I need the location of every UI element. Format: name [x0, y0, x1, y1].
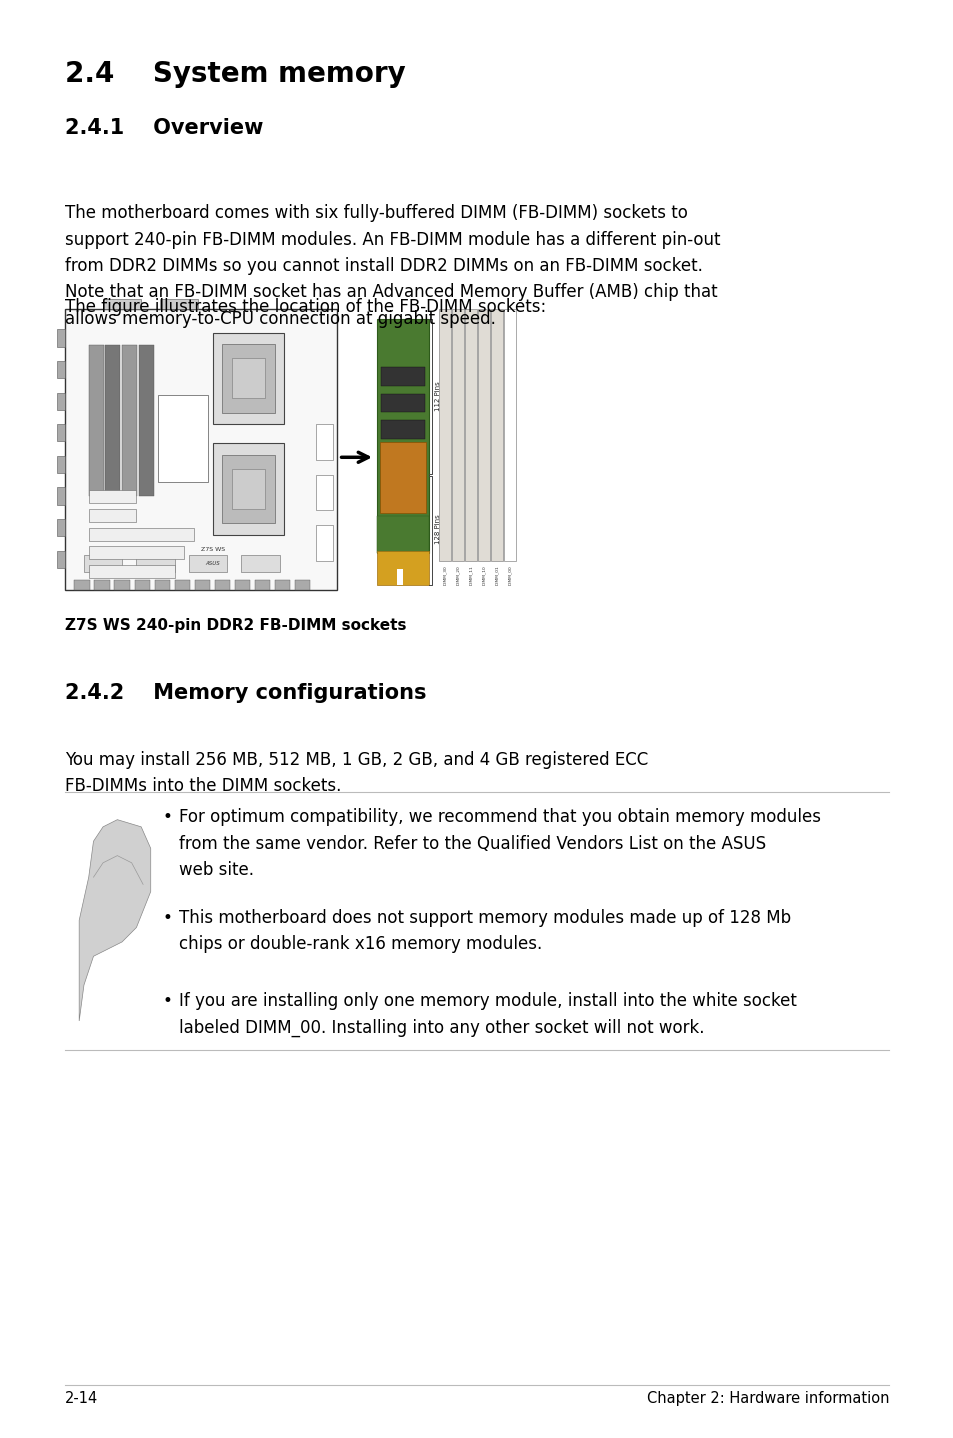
- Bar: [89, 490, 136, 503]
- Bar: [139, 345, 153, 496]
- Text: The motherboard comes with six fully-buffered DIMM (FB-DIMM) sockets to
support : The motherboard comes with six fully-buf…: [65, 204, 720, 328]
- Text: The figure illustrates the location of the FB-DIMM sockets:: The figure illustrates the location of t…: [65, 298, 545, 316]
- Text: DIMM_20: DIMM_20: [456, 565, 459, 585]
- Text: DIMM_11: DIMM_11: [469, 565, 473, 585]
- Bar: [136, 555, 174, 572]
- Text: DIMM_30: DIMM_30: [442, 565, 446, 585]
- Bar: [491, 309, 502, 561]
- Text: 2-14: 2-14: [65, 1392, 98, 1406]
- Text: Z7S WS: Z7S WS: [200, 546, 225, 552]
- Bar: [194, 580, 210, 590]
- Bar: [57, 487, 65, 505]
- Bar: [315, 475, 333, 510]
- Bar: [241, 555, 279, 572]
- Bar: [232, 358, 265, 398]
- Bar: [57, 456, 65, 473]
- Bar: [254, 580, 270, 590]
- Text: 2.4.2    Memory configurations: 2.4.2 Memory configurations: [65, 683, 426, 703]
- Bar: [380, 367, 425, 385]
- Polygon shape: [79, 820, 151, 1021]
- Text: 2.4.1    Overview: 2.4.1 Overview: [65, 118, 263, 138]
- Bar: [94, 580, 110, 590]
- Bar: [134, 580, 150, 590]
- Bar: [452, 309, 463, 561]
- Bar: [214, 580, 230, 590]
- Bar: [213, 443, 284, 535]
- Text: DIMM_01: DIMM_01: [495, 565, 498, 585]
- Bar: [213, 332, 284, 424]
- Bar: [174, 580, 190, 590]
- Text: 2.4    System memory: 2.4 System memory: [65, 60, 405, 88]
- Bar: [315, 424, 333, 460]
- Bar: [376, 516, 429, 554]
- Bar: [379, 441, 426, 513]
- Text: DIMM_00: DIMM_00: [508, 565, 512, 585]
- Bar: [503, 309, 516, 561]
- Bar: [89, 345, 103, 496]
- Text: This motherboard does not support memory modules made up of 128 Mb
chips or doub: This motherboard does not support memory…: [179, 909, 791, 953]
- Bar: [89, 528, 193, 541]
- Bar: [74, 580, 90, 590]
- Bar: [105, 345, 120, 496]
- Bar: [57, 361, 65, 378]
- Bar: [294, 580, 310, 590]
- Bar: [222, 454, 274, 523]
- Text: For optimum compatibility, we recommend that you obtain memory modules
from the : For optimum compatibility, we recommend …: [179, 808, 821, 879]
- Text: DIMM_10: DIMM_10: [481, 565, 485, 585]
- Bar: [232, 469, 265, 509]
- Bar: [396, 569, 403, 585]
- Text: If you are installing only one memory module, install into the white socket
labe: If you are installing only one memory mo…: [179, 992, 797, 1037]
- Bar: [158, 395, 208, 482]
- Bar: [57, 551, 65, 568]
- Text: •: •: [162, 808, 172, 827]
- Text: •: •: [162, 992, 172, 1011]
- Text: •: •: [162, 909, 172, 928]
- Bar: [154, 580, 170, 590]
- Bar: [57, 393, 65, 410]
- Text: 112 Pins: 112 Pins: [435, 381, 440, 411]
- Bar: [103, 299, 141, 309]
- Bar: [89, 509, 136, 522]
- Bar: [65, 309, 336, 590]
- Bar: [114, 580, 130, 590]
- Text: Z7S WS 240-pin DDR2 FB-DIMM sockets: Z7S WS 240-pin DDR2 FB-DIMM sockets: [65, 618, 406, 633]
- Bar: [274, 580, 290, 590]
- Bar: [189, 555, 227, 572]
- Bar: [57, 329, 65, 347]
- Bar: [376, 319, 429, 554]
- Text: ASUS: ASUS: [205, 561, 220, 567]
- Bar: [122, 345, 137, 496]
- Bar: [380, 394, 425, 413]
- Bar: [89, 546, 184, 559]
- Bar: [57, 519, 65, 536]
- Bar: [84, 555, 122, 572]
- Bar: [464, 309, 476, 561]
- Bar: [160, 299, 198, 309]
- Text: Chapter 2: Hardware information: Chapter 2: Hardware information: [646, 1392, 888, 1406]
- Bar: [57, 424, 65, 441]
- Bar: [234, 580, 250, 590]
- Bar: [438, 309, 451, 561]
- Bar: [315, 525, 333, 561]
- Bar: [380, 420, 425, 439]
- Text: You may install 256 MB, 512 MB, 1 GB, 2 GB, and 4 GB registered ECC
FB-DIMMs int: You may install 256 MB, 512 MB, 1 GB, 2 …: [65, 751, 647, 795]
- Bar: [477, 309, 490, 561]
- Text: 128 Pins: 128 Pins: [435, 515, 440, 544]
- Bar: [89, 565, 174, 578]
- Bar: [222, 344, 274, 413]
- Bar: [376, 551, 429, 585]
